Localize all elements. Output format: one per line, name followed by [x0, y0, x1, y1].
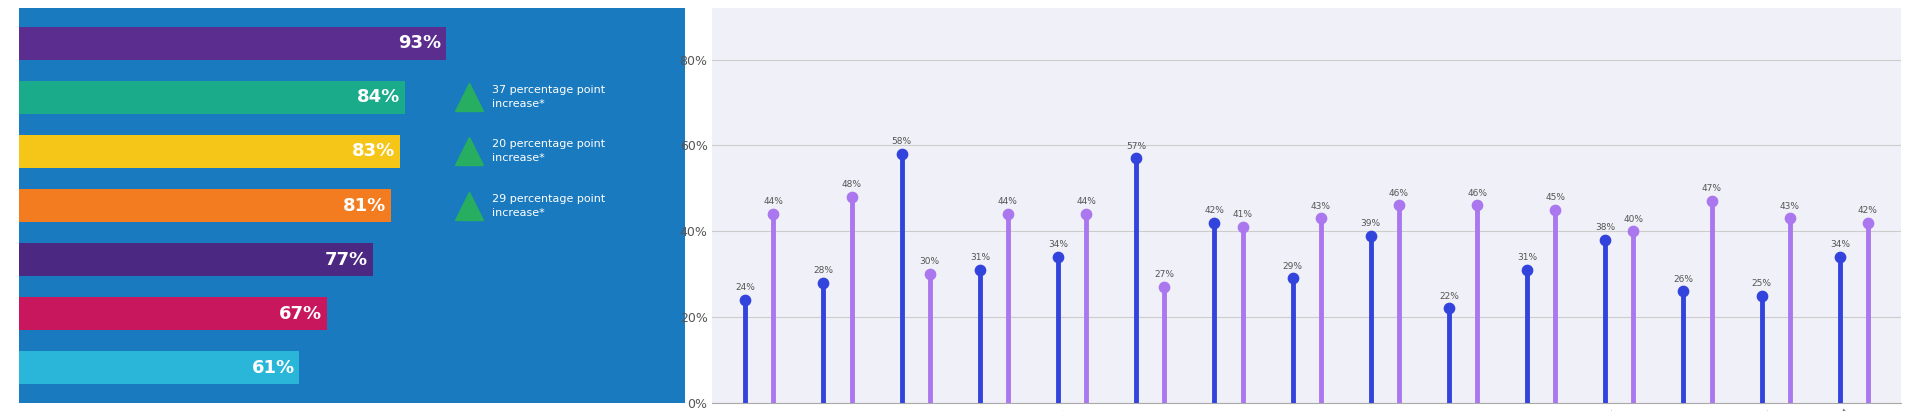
- Point: [993, 211, 1023, 217]
- Point: [1043, 254, 1073, 260]
- Point: [1356, 232, 1386, 239]
- Text: 44%: 44%: [998, 197, 1018, 206]
- Text: 46%: 46%: [1388, 189, 1409, 198]
- Point: [1824, 254, 1855, 260]
- Text: 31%: 31%: [970, 253, 991, 262]
- Point: [837, 194, 868, 200]
- Point: [1384, 202, 1415, 209]
- Text: 34%: 34%: [1830, 240, 1849, 249]
- Bar: [19, 297, 326, 330]
- Point: [730, 297, 760, 303]
- Bar: [19, 135, 399, 168]
- Point: [1540, 206, 1571, 213]
- Point: [914, 271, 945, 277]
- Bar: [19, 189, 392, 222]
- Text: 34%: 34%: [1048, 240, 1068, 249]
- Point: [1853, 219, 1884, 226]
- Point: [1198, 219, 1229, 226]
- Text: 44%: 44%: [764, 197, 783, 206]
- Text: 28%: 28%: [814, 266, 833, 275]
- Text: 45%: 45%: [1546, 193, 1565, 202]
- Point: [758, 211, 789, 217]
- Point: [964, 267, 995, 273]
- Text: 48%: 48%: [841, 180, 862, 189]
- Text: 29%: 29%: [1283, 262, 1302, 271]
- Text: 67%: 67%: [278, 305, 323, 323]
- Text: 43%: 43%: [1311, 202, 1331, 211]
- Point: [1227, 224, 1258, 230]
- Text: 39%: 39%: [1361, 219, 1380, 228]
- Text: 47%: 47%: [1701, 185, 1722, 194]
- Text: 93%: 93%: [397, 35, 442, 52]
- Bar: [19, 351, 300, 384]
- Text: 29 percentage point
increase*: 29 percentage point increase*: [492, 194, 605, 217]
- Text: 38%: 38%: [1596, 223, 1615, 232]
- Point: [1747, 292, 1778, 299]
- Point: [1148, 284, 1179, 290]
- Point: [1774, 215, 1805, 222]
- Text: 42%: 42%: [1859, 206, 1878, 215]
- Text: 43%: 43%: [1780, 202, 1799, 211]
- Bar: [19, 81, 405, 114]
- Point: [1121, 155, 1152, 162]
- Text: 61%: 61%: [252, 359, 294, 376]
- Text: 84%: 84%: [357, 88, 399, 106]
- Point: [887, 151, 918, 157]
- Text: 24%: 24%: [735, 283, 755, 292]
- Text: 42%: 42%: [1204, 206, 1225, 215]
- Point: [1277, 275, 1308, 282]
- Point: [808, 279, 839, 286]
- Point: [1590, 236, 1620, 243]
- Text: 27%: 27%: [1154, 270, 1175, 279]
- Text: 31%: 31%: [1517, 253, 1538, 262]
- Text: 77%: 77%: [324, 251, 369, 268]
- Text: 58%: 58%: [891, 137, 912, 146]
- Text: 81%: 81%: [344, 196, 386, 215]
- Point: [1695, 198, 1726, 205]
- Point: [1619, 228, 1649, 235]
- Point: [1071, 211, 1102, 217]
- Text: 41%: 41%: [1233, 210, 1252, 219]
- Text: 20 percentage point
increase*: 20 percentage point increase*: [492, 139, 605, 164]
- Text: 25%: 25%: [1751, 279, 1772, 288]
- Text: 83%: 83%: [351, 143, 396, 160]
- Text: 46%: 46%: [1467, 189, 1488, 198]
- Text: 22%: 22%: [1438, 292, 1459, 301]
- Bar: [19, 27, 445, 60]
- Point: [1668, 288, 1699, 295]
- Bar: [19, 243, 372, 276]
- Point: [1461, 202, 1492, 209]
- Text: 30%: 30%: [920, 257, 941, 266]
- Text: 44%: 44%: [1077, 197, 1096, 206]
- Point: [1511, 267, 1542, 273]
- Point: [1306, 215, 1336, 222]
- Text: 40%: 40%: [1624, 215, 1644, 224]
- Text: 57%: 57%: [1127, 142, 1146, 150]
- Text: 26%: 26%: [1674, 275, 1693, 284]
- Point: [1434, 305, 1465, 312]
- Text: 37 percentage point
increase*: 37 percentage point increase*: [492, 85, 605, 109]
